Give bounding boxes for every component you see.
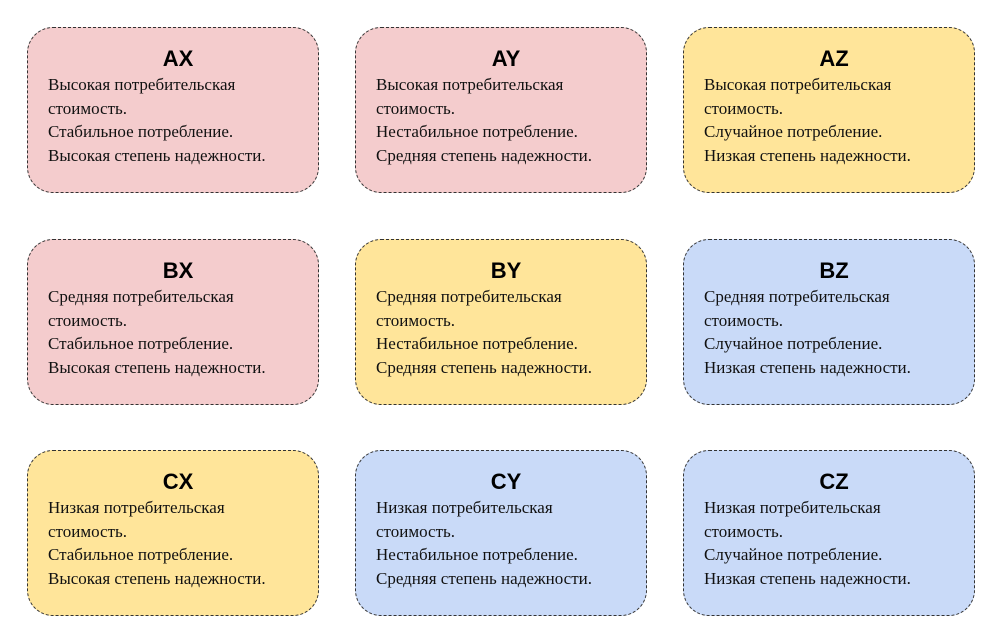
card-ax: AX Высокая потребительская стоимость. Ст… <box>27 27 319 193</box>
card-line: Средняя степень надежности. <box>376 145 592 165</box>
card-line: Высокая степень надежности. <box>48 357 266 377</box>
card-line: стоимость. <box>48 310 128 330</box>
card-line: Низкая потребительская <box>376 498 553 517</box>
card-line: Средняя потребительская <box>376 287 562 306</box>
card-line: Высокая потребительская <box>704 75 892 94</box>
card-title: CX <box>162 469 194 494</box>
card-title: CY <box>490 469 522 494</box>
card-title: AX <box>162 46 194 71</box>
card-line: Нестабильное потребление. <box>376 545 578 564</box>
card-line: Средняя потребительская <box>704 287 890 306</box>
card-line: Случайное потребление. <box>704 122 883 141</box>
card-line: стоимость. <box>704 98 784 118</box>
card-line: Средняя степень надежности. <box>376 357 592 377</box>
card-line: стоимость. <box>376 98 456 118</box>
card-bx: BX Средняя потребительская стоимость. Ст… <box>27 239 319 405</box>
card-line: Нестабильное потребление. <box>376 334 578 353</box>
card-cy: CY Низкая потребительская стоимость. Нес… <box>355 450 647 616</box>
card-line: Средняя степень надежности. <box>376 568 592 588</box>
card-title: BZ <box>819 258 849 283</box>
card-line: стоимость. <box>704 521 784 541</box>
card-line: стоимость. <box>48 98 128 118</box>
card-line: стоимость. <box>376 310 456 330</box>
card-line: Низкая степень надежности. <box>704 568 911 588</box>
card-line: Случайное потребление. <box>704 334 883 353</box>
card-cx: CX Низкая потребительская стоимость. Ста… <box>27 450 319 616</box>
card-line: Высокая потребительская <box>376 75 564 94</box>
card-title: BX <box>162 258 194 283</box>
card-line: Стабильное потребление. <box>48 334 234 353</box>
card-line: Стабильное потребление. <box>48 122 234 141</box>
card-line: Низкая потребительская <box>48 498 225 517</box>
card-line: Средняя потребительская <box>48 287 234 306</box>
card-by: BY Средняя потребительская стоимость. Не… <box>355 239 647 405</box>
card-title: CZ <box>819 469 849 494</box>
card-line: Высокая потребительская <box>48 75 236 94</box>
card-title: AZ <box>819 46 849 71</box>
card-az: AZ Высокая потребительская стоимость. Сл… <box>683 27 975 193</box>
card-ay: AY Высокая потребительская стоимость. Не… <box>355 27 647 193</box>
card-line: Низкая степень надежности. <box>704 145 911 165</box>
card-line: Случайное потребление. <box>704 545 883 564</box>
card-line: стоимость. <box>376 521 456 541</box>
card-line: Низкая потребительская <box>704 498 881 517</box>
card-line: стоимость. <box>704 310 784 330</box>
card-bz: BZ Средняя потребительская стоимость. Сл… <box>683 239 975 405</box>
card-title: AY <box>491 46 521 71</box>
card-cz: CZ Низкая потребительская стоимость. Слу… <box>683 450 975 616</box>
card-line: Стабильное потребление. <box>48 545 234 564</box>
card-line: стоимость. <box>48 521 128 541</box>
card-line: Нестабильное потребление. <box>376 122 578 141</box>
card-line: Высокая степень надежности. <box>48 568 266 588</box>
card-title: BY <box>490 258 522 283</box>
card-line: Низкая степень надежности. <box>704 357 911 377</box>
card-line: Высокая степень надежности. <box>48 145 266 165</box>
